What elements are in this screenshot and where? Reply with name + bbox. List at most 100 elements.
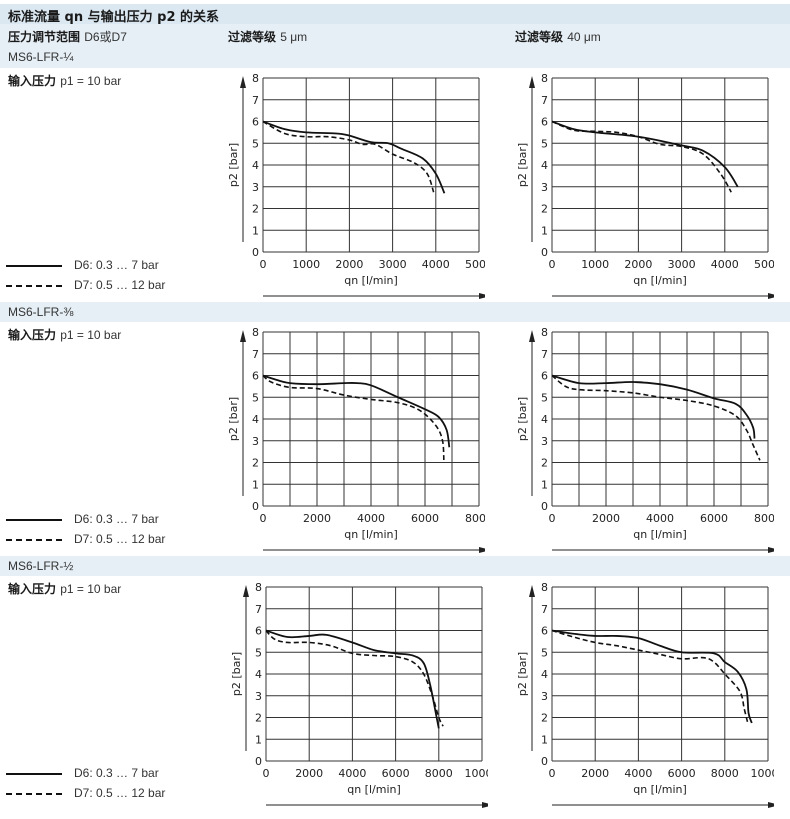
filter-5-header: 过滤等级 5 μm xyxy=(228,30,308,44)
y-tick-label: 3 xyxy=(541,435,548,448)
x-axis-label: qn [l/min] xyxy=(633,528,687,541)
series-d6-line xyxy=(551,629,753,724)
y-tick-label: 4 xyxy=(541,668,548,681)
y-tick-label: 0 xyxy=(541,755,548,768)
y-tick-label: 4 xyxy=(541,413,548,426)
x-tick-label: 6000 xyxy=(411,512,439,525)
y-tick-label: 5 xyxy=(255,646,262,659)
y-arrow-head-icon xyxy=(529,330,535,342)
y-tick-label: 8 xyxy=(252,72,259,85)
page-title: 标准流量 qn 与输出压力 p2 的关系 xyxy=(8,10,220,25)
y-tick-label: 0 xyxy=(252,500,259,513)
legend-d6: D6: 0.3 … 7 bar xyxy=(74,512,159,526)
x-tick-label: 2000 xyxy=(592,512,620,525)
y-tick-label: 3 xyxy=(541,181,548,194)
series-d6-line xyxy=(265,629,440,729)
x-axis-label: qn [l/min] xyxy=(347,783,401,796)
legend-line-d6 xyxy=(6,519,62,521)
legend-line-d6 xyxy=(6,265,62,267)
y-tick-label: 8 xyxy=(252,326,259,339)
x-tick-label: 4000 xyxy=(711,258,739,271)
x-tick-label: 2000 xyxy=(303,512,331,525)
x-tick-label: 0 xyxy=(260,258,267,271)
x-axis-label: qn [l/min] xyxy=(633,783,687,796)
y-arrow-head-icon xyxy=(240,76,246,88)
y-tick-label: 3 xyxy=(252,435,259,448)
legend-line-d6 xyxy=(6,773,62,775)
y-tick-label: 2 xyxy=(252,203,259,216)
y-axis-label: p2 [bar] xyxy=(230,652,243,696)
x-tick-label: 5000 xyxy=(754,258,774,271)
y-tick-label: 1 xyxy=(252,478,259,491)
series-d6-line xyxy=(551,374,756,439)
input-pressure-label: 输入压力 p1 = 10 bar xyxy=(8,582,122,596)
y-tick-label: 6 xyxy=(541,116,548,129)
legend-d6: D6: 0.3 … 7 bar xyxy=(74,766,159,780)
x-tick-label: 8000 xyxy=(754,512,774,525)
chart-lfr-half-5um: 0 1 2 3 4 5 6 7 8 0 2000 4000 6000 8000 10000 qn [l/min… xyxy=(230,581,489,808)
legend-line-d7 xyxy=(6,285,62,287)
x-tick-label: 4000 xyxy=(357,512,385,525)
model-label: MS6-LFR-¼ xyxy=(8,50,74,64)
y-tick-label: 7 xyxy=(255,603,262,616)
x-tick-label: 0 xyxy=(260,512,267,525)
y-tick-label: 4 xyxy=(541,159,548,172)
x-tick-label: 1000 xyxy=(581,258,609,271)
section-band xyxy=(0,556,790,576)
y-tick-label: 0 xyxy=(252,246,259,259)
x-tick-label: 10000 xyxy=(465,767,489,780)
model-label: MS6-LFR-⅜ xyxy=(8,305,74,319)
chart-lfr-half-40um: 0 1 2 3 4 5 6 7 8 0 2000 4000 6000 8000 10000 qn [l/min… xyxy=(516,581,774,808)
y-arrow-head-icon xyxy=(240,330,246,342)
x-tick-label: 4000 xyxy=(422,258,450,271)
x-tick-label: 2000 xyxy=(335,258,363,271)
x-tick-label: 3000 xyxy=(379,258,407,271)
y-tick-label: 2 xyxy=(541,203,548,216)
y-tick-label: 0 xyxy=(541,500,548,513)
x-tick-label: 2000 xyxy=(624,258,652,271)
x-tick-label: 6000 xyxy=(382,767,410,780)
series-d7-line xyxy=(262,374,445,463)
title-band xyxy=(0,4,790,24)
x-tick-label: 2000 xyxy=(295,767,323,780)
y-tick-label: 6 xyxy=(255,625,262,638)
y-axis-label: p2 [bar] xyxy=(227,143,240,187)
y-axis-label: p2 [bar] xyxy=(516,143,529,187)
x-tick-label: 8000 xyxy=(425,767,453,780)
y-tick-label: 6 xyxy=(252,116,259,129)
y-tick-label: 3 xyxy=(255,690,262,703)
y-tick-label: 2 xyxy=(541,457,548,470)
y-tick-label: 1 xyxy=(541,224,548,237)
y-tick-label: 8 xyxy=(541,72,548,85)
y-tick-label: 0 xyxy=(541,246,548,259)
range-label: 压力调节范围 D6或D7 xyxy=(8,30,127,44)
y-arrow-head-icon xyxy=(243,585,249,597)
model-label: MS6-LFR-½ xyxy=(8,559,74,573)
filter-40-header: 过滤等级 40 μm xyxy=(515,30,601,44)
chart-lfr-3-8-5um: 0 1 2 3 4 5 6 7 8 0 2000 4000 6000 8000 qn [l/min] p2 [… xyxy=(227,326,485,553)
section-band xyxy=(0,302,790,322)
y-tick-label: 0 xyxy=(255,755,262,768)
y-tick-label: 5 xyxy=(252,137,259,150)
x-tick-label: 8000 xyxy=(711,767,739,780)
series-d7-line xyxy=(551,374,761,461)
series-d7-line xyxy=(551,120,732,193)
x-tick-label: 2000 xyxy=(581,767,609,780)
y-tick-label: 5 xyxy=(541,646,548,659)
x-arrow-head-icon xyxy=(479,547,485,553)
x-tick-label: 0 xyxy=(549,258,556,271)
legend-d7: D7: 0.5 … 12 bar xyxy=(74,278,166,292)
y-tick-label: 1 xyxy=(255,733,262,746)
chart-lfr-quarter-40um: 0 1 2 3 4 5 6 7 8 0 1000 2000 3000 4000 5000 qn [l/min]… xyxy=(516,72,774,299)
series-d6-line xyxy=(262,120,446,194)
y-tick-label: 7 xyxy=(252,348,259,361)
y-tick-label: 3 xyxy=(541,690,548,703)
chart-lfr-3-8-40um: 0 1 2 3 4 5 6 7 8 0 2000 4000 6000 8000 qn [l/min] p2 [… xyxy=(516,326,774,553)
y-axis-label: p2 [bar] xyxy=(516,397,529,441)
y-tick-label: 4 xyxy=(255,668,262,681)
y-tick-label: 8 xyxy=(541,326,548,339)
y-axis-label: p2 [bar] xyxy=(516,652,529,696)
y-arrow-head-icon xyxy=(529,585,535,597)
y-tick-label: 1 xyxy=(252,224,259,237)
legend-d7: D7: 0.5 … 12 bar xyxy=(74,532,166,546)
